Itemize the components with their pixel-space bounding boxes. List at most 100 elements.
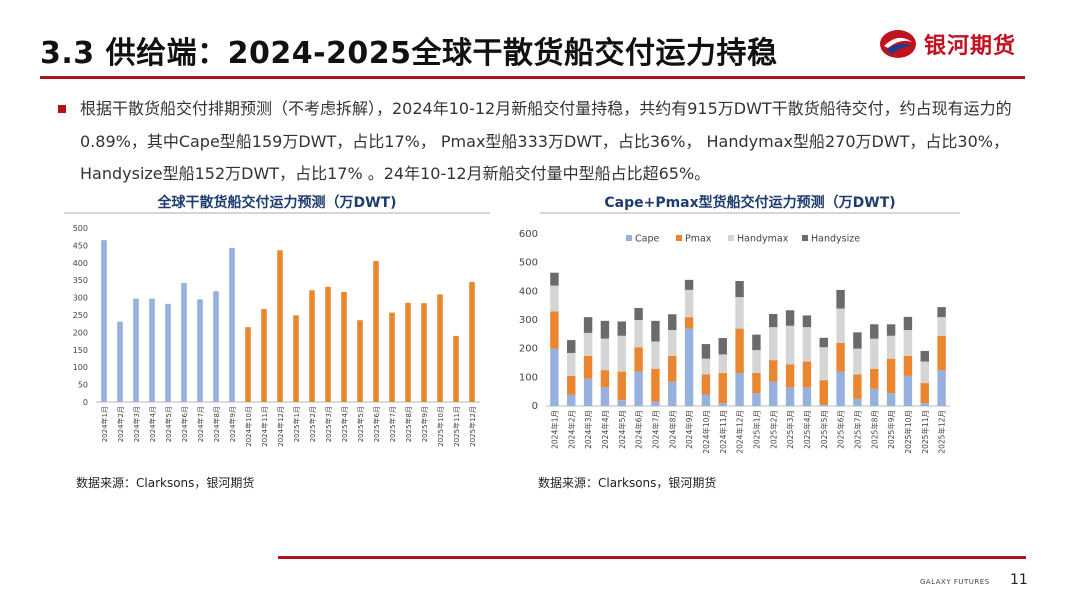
x-tick-label: 2025年9月 <box>886 410 896 449</box>
bar <box>133 298 139 402</box>
stacked-bar-segment <box>735 328 744 374</box>
stacked-bar-segment <box>937 317 946 336</box>
y-tick-label: 300 <box>519 315 538 326</box>
stacked-bar-segment <box>583 332 593 356</box>
stacked-bar-segment <box>937 335 946 371</box>
bar <box>453 335 459 402</box>
bar <box>373 261 379 402</box>
y-tick-label: 600 <box>519 229 538 240</box>
stacked-bar-segment <box>836 308 845 343</box>
x-tick-label: 2025年11月 <box>920 410 930 454</box>
footer-brand: GALAXY FUTURES <box>920 578 990 586</box>
bar <box>245 327 251 402</box>
x-tick-label: 2024年12月 <box>735 410 745 454</box>
x-tick-label: 2024年4月 <box>600 410 610 449</box>
x-tick-label: 2025年9月 <box>420 406 429 442</box>
x-tick-label: 2025年2月 <box>308 406 317 442</box>
stacked-bar-segment <box>836 371 845 406</box>
footer-divider <box>278 556 1026 559</box>
x-tick-label: 2024年1月 <box>549 410 559 449</box>
bar <box>469 281 475 402</box>
x-tick-label: 2024年8月 <box>212 406 221 442</box>
x-tick-label: 2025年10月 <box>436 406 445 447</box>
x-tick-label: 2024年10月 <box>244 406 253 447</box>
stacked-bar-segment <box>819 347 828 381</box>
stacked-bar-segment <box>600 320 610 339</box>
stacked-bar-segment <box>752 350 761 374</box>
stacked-bar-segment <box>668 314 677 331</box>
stacked-bar-segment <box>651 368 660 402</box>
stacked-bar-segment <box>718 373 727 404</box>
x-tick-label: 2024年6月 <box>634 410 644 449</box>
chart2-plot: 0 100 200 300 400 500 600 2024年1月 2024年2月 2024年3月… <box>519 229 950 454</box>
stacked-bar-segment <box>600 387 610 406</box>
y-tick-label: 200 <box>73 328 88 337</box>
stacked-bar-segment <box>836 289 845 309</box>
summary-text: 根据干散货船交付排期预测（不考虑拆解），2024年10-12月新船交付量持稳，共… <box>80 99 1012 183</box>
stacked-bar-segment <box>567 352 576 376</box>
stacked-bar-segment <box>886 358 896 394</box>
x-tick-label: 2025年3月 <box>785 410 795 449</box>
bar <box>421 303 427 402</box>
stacked-bar-segment <box>802 387 812 406</box>
stacked-bar-segment <box>870 338 879 369</box>
y-tick-label: 450 <box>73 241 88 250</box>
stacked-bar-segment <box>853 348 862 375</box>
legend-swatch <box>676 235 682 241</box>
legend-swatch <box>626 235 632 241</box>
y-tick-label: 50 <box>78 381 88 390</box>
x-tick-label: 2025年5月 <box>356 406 365 442</box>
bar <box>277 250 283 402</box>
y-tick-label: 400 <box>519 286 538 297</box>
x-tick-label: 2025年1月 <box>751 410 761 449</box>
chart1-source: 数据来源：Clarksons，银河期货 <box>76 476 255 490</box>
legend-label: Handysize <box>811 234 860 245</box>
stacked-bar-segment <box>600 338 610 371</box>
bar <box>261 309 267 402</box>
stacked-bar-segment <box>684 279 694 290</box>
stacked-bar-segment <box>567 375 576 395</box>
stacked-bar-segment <box>718 403 727 406</box>
stacked-bar-segment <box>634 320 643 348</box>
stacked-bar-segment <box>802 361 812 388</box>
stacked-bar-segment <box>870 388 879 406</box>
stacked-bar-segment <box>567 394 576 406</box>
stacked-bar-segment <box>735 373 744 406</box>
x-tick-label: 2024年6月 <box>180 406 189 442</box>
stacked-bar-segment <box>752 373 761 394</box>
stacked-bar-segment <box>583 355 593 379</box>
stacked-bar-segment <box>735 297 744 329</box>
y-tick-label: 150 <box>73 346 88 355</box>
x-tick-label: 2025年2月 <box>768 410 778 449</box>
stacked-bar-segment <box>684 289 694 318</box>
x-tick-label: 2024年8月 <box>667 410 677 449</box>
stacked-bar-segment <box>819 337 828 348</box>
x-tick-label: 2024年9月 <box>228 406 237 442</box>
summary-bullet: 根据干散货船交付排期预测（不考虑拆解），2024年10-12月新船交付量持稳，共… <box>58 93 1043 191</box>
x-tick-label: 2024年11月 <box>260 406 269 447</box>
y-tick-label: 500 <box>73 224 88 233</box>
bar <box>309 290 315 402</box>
stacked-bar-segment <box>583 317 593 333</box>
stacked-bar-segment <box>718 354 727 374</box>
bar <box>389 312 395 402</box>
bar <box>437 294 443 402</box>
stacked-bar-segment <box>634 347 643 372</box>
y-tick-label: 100 <box>73 363 88 372</box>
stacked-bar-segment <box>937 370 946 406</box>
stacked-bar-segment <box>583 378 593 406</box>
legend-label: Pmax <box>685 234 712 245</box>
stacked-bar-segment <box>920 403 929 406</box>
x-tick-label: 2025年7月 <box>852 410 862 449</box>
y-tick-label: 400 <box>73 259 88 268</box>
legend-label: Handymax <box>737 234 789 245</box>
stacked-bar-segment <box>886 335 896 359</box>
bar <box>357 320 363 402</box>
bar <box>165 303 171 402</box>
x-tick-label: 2025年11月 <box>452 406 461 447</box>
stacked-bar-segment <box>600 370 610 388</box>
stacked-bar-segment <box>617 335 626 372</box>
bar <box>293 315 299 402</box>
stacked-bar-segment <box>903 330 913 356</box>
bar <box>117 321 123 402</box>
